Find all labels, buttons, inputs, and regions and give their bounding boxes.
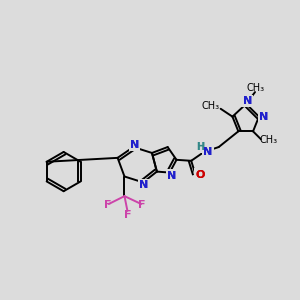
Text: N: N xyxy=(259,112,268,122)
Text: H: H xyxy=(196,142,204,152)
Text: CH₃: CH₃ xyxy=(247,83,265,93)
Text: N: N xyxy=(140,180,149,190)
Text: F: F xyxy=(124,210,131,220)
Text: CH₃: CH₃ xyxy=(260,135,278,145)
Text: H: H xyxy=(196,142,204,152)
Text: N: N xyxy=(130,140,139,150)
Text: O: O xyxy=(195,169,205,179)
Text: N: N xyxy=(140,180,149,190)
Text: N: N xyxy=(167,170,176,181)
Text: N: N xyxy=(203,147,212,157)
Text: F: F xyxy=(104,200,112,210)
Text: N: N xyxy=(242,96,252,106)
Text: CH₃: CH₃ xyxy=(202,101,220,111)
Text: N: N xyxy=(259,112,268,122)
Text: F: F xyxy=(138,200,146,210)
Text: N: N xyxy=(130,140,139,150)
Text: N: N xyxy=(167,170,176,181)
Text: N: N xyxy=(203,147,212,157)
Text: N: N xyxy=(242,96,252,106)
Text: O: O xyxy=(195,169,205,179)
